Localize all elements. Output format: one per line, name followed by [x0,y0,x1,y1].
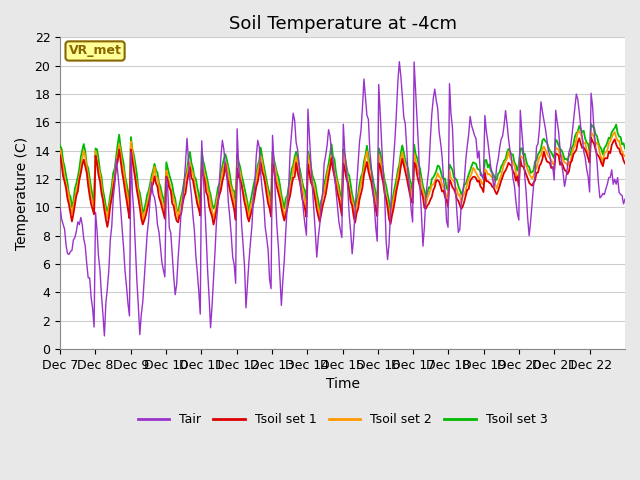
X-axis label: Time: Time [326,377,360,391]
Text: VR_met: VR_met [68,45,122,58]
Title: Soil Temperature at -4cm: Soil Temperature at -4cm [228,15,456,33]
Legend: Tair, Tsoil set 1, Tsoil set 2, Tsoil set 3: Tair, Tsoil set 1, Tsoil set 2, Tsoil se… [132,408,552,431]
Y-axis label: Temperature (C): Temperature (C) [15,137,29,250]
